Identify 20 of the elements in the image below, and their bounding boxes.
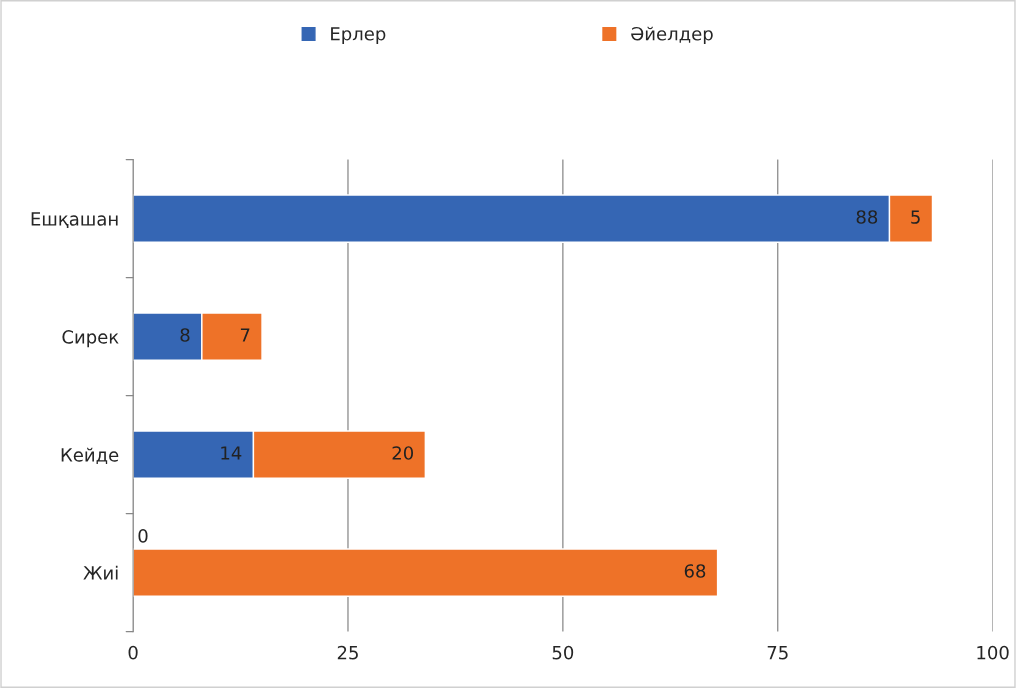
data-label: 8 — [180, 328, 190, 342]
x-tick-label: 75 — [767, 646, 788, 660]
x-tick-label: 25 — [337, 645, 358, 660]
data-label: 20 — [392, 446, 414, 460]
y-tick-label: Жиі — [83, 565, 118, 580]
x-tick-label: 0 — [128, 645, 138, 660]
legend-label: Ерлер — [331, 27, 386, 45]
x-tick-label: 50 — [552, 645, 574, 660]
data-label: 5 — [911, 210, 920, 224]
legend-label: Әйелдер — [631, 26, 713, 45]
data-label: 68 — [684, 564, 706, 578]
y-tick-label: Сирек — [62, 330, 119, 348]
bar — [133, 548, 719, 597]
annotation: 0 — [138, 529, 148, 543]
x-tick-label: 100 — [977, 645, 1009, 660]
y-tick-label: Ешқашан — [31, 212, 118, 228]
data-label: 14 — [221, 446, 242, 460]
data-label: 88 — [856, 210, 878, 224]
y-tick-label: Кейде — [61, 447, 119, 464]
data-label: 7 — [240, 328, 250, 342]
